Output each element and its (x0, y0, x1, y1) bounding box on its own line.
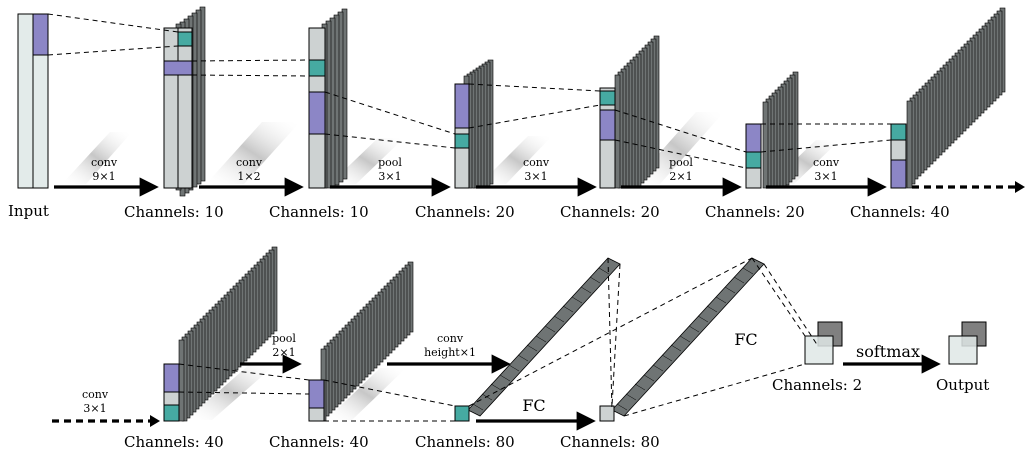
op8-name: pool (272, 332, 296, 345)
op1-size: 9×1 (92, 170, 115, 183)
feature-map-stack-5 (745, 71, 799, 189)
feature-map-stack-4 (599, 35, 660, 189)
plate-lines (616, 267, 754, 411)
continuation-arrow-head (1015, 181, 1025, 193)
channels-label-8: Channels: 40 (269, 433, 369, 451)
op8-size: 2×1 (272, 346, 295, 359)
op9-name: conv (437, 332, 464, 345)
receptive-field-connectors (47, 13, 892, 422)
plate-back (178, 246, 278, 422)
feature-map-stack-8 (308, 261, 414, 422)
channels-label-6: Channels: 40 (850, 203, 950, 221)
channels-label-1: Channels: 10 (124, 203, 224, 221)
class-scores-node (804, 321, 843, 365)
feature-map-stack-2 (308, 8, 348, 189)
channels-label-3: Channels: 20 (415, 203, 515, 221)
op4-name: conv (523, 156, 550, 169)
output-node (948, 321, 987, 365)
fc-label-1: FC (522, 396, 545, 415)
continuation-arrow-in-head (150, 415, 160, 427)
feature-map-stack-1 (163, 6, 206, 197)
shadow-layer (62, 112, 840, 420)
op6-size: 3×1 (814, 170, 837, 183)
op2-size: 1×2 (237, 170, 260, 183)
softmax-label: softmax (856, 342, 920, 361)
op4-size: 3×1 (524, 170, 547, 183)
op3-size: 3×1 (378, 170, 401, 183)
op3-name: pool (378, 156, 402, 169)
op1-name: conv (91, 156, 118, 169)
fc-label-2: FC (734, 330, 757, 349)
op7-size: 3×1 (83, 402, 106, 415)
channels-label-5: Channels: 20 (705, 203, 805, 221)
feature-map-stack-7 (163, 246, 278, 422)
op5-name: pool (669, 156, 693, 169)
op6-name: conv (813, 156, 840, 169)
feature-map-stack-3 (454, 59, 494, 189)
channels-label-9: Channels: 80 (415, 433, 515, 451)
plate-back (614, 35, 660, 189)
output-label: Output (936, 376, 989, 394)
input-label: Input (8, 202, 49, 220)
feature-map-stack-6 (890, 7, 1006, 189)
plate-back (906, 7, 1006, 189)
channels-label-4: Channels: 20 (560, 203, 660, 221)
plate-back (320, 261, 414, 422)
plate-back (762, 71, 799, 189)
op5-size: 2×1 (669, 170, 692, 183)
channels-label-10: Channels: 80 (560, 433, 660, 451)
op2-name: conv (236, 156, 263, 169)
input-layer (17, 13, 49, 189)
op9-size: height×1 (424, 346, 476, 359)
plate-back (321, 8, 348, 189)
channels-label-7: Channels: 40 (124, 433, 224, 451)
channels-label-11: Channels: 2 (772, 376, 862, 394)
channels-label-2: Channels: 10 (269, 203, 369, 221)
row2-arrows (240, 354, 941, 431)
plate-lines (472, 267, 610, 411)
op7-name: conv (82, 388, 109, 401)
